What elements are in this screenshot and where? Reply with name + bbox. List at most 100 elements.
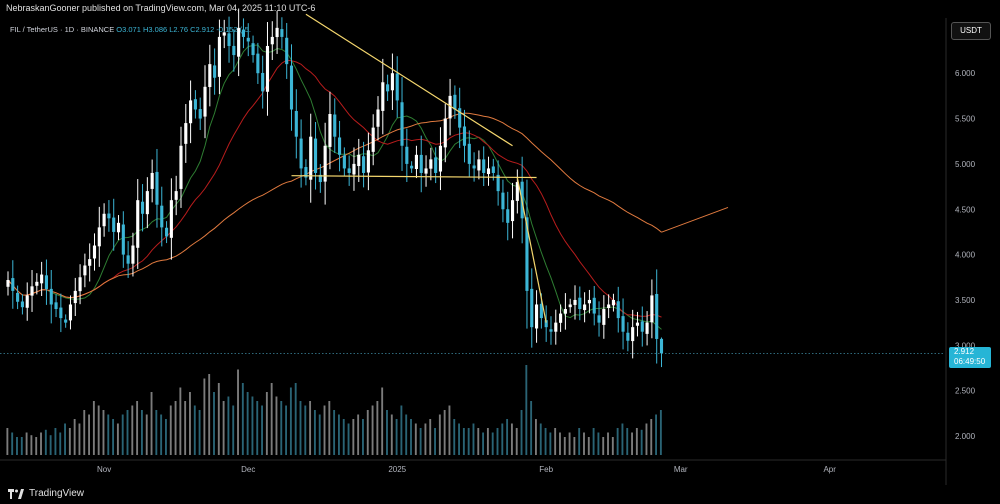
volume-bar [6, 428, 9, 455]
candle-body [217, 36, 221, 77]
candle-body [203, 86, 207, 117]
candle-body [59, 307, 63, 319]
currency-button[interactable]: USDT [951, 22, 991, 40]
volume-bar [35, 437, 38, 455]
candle-body [631, 327, 635, 342]
volume-bar [285, 405, 288, 455]
x-tick-label: Dec [241, 465, 255, 474]
volume-bar [631, 432, 633, 455]
candle-body [587, 299, 591, 304]
volume-bar [140, 410, 143, 455]
volume-bar [583, 432, 585, 455]
candle-body [179, 145, 183, 189]
candle-body [429, 159, 433, 169]
candle-body [97, 227, 101, 247]
y-tick-label: 4.000 [955, 251, 976, 260]
volume-bar [83, 410, 86, 455]
candle-body [592, 297, 596, 314]
volume-bar [155, 410, 158, 455]
volume-bar [88, 414, 90, 455]
candle-body [145, 191, 149, 215]
candle-body [54, 302, 58, 310]
volume-bar [429, 419, 432, 455]
volume-bar [467, 428, 470, 455]
volume-bar [573, 437, 576, 455]
volume-bar [650, 419, 653, 455]
volume-bar [381, 387, 384, 455]
volume-bar [328, 401, 331, 455]
candle-body [213, 65, 217, 78]
volume-bar [246, 392, 249, 455]
candle-body [419, 154, 423, 173]
candle-body [193, 99, 197, 110]
volume-bar [491, 432, 494, 455]
y-tick-label: 5.000 [955, 160, 976, 169]
candle-body [386, 84, 390, 92]
volume-bar [376, 401, 379, 455]
volume-bar [544, 428, 547, 455]
candle-body [621, 316, 625, 332]
candle-body [611, 299, 616, 306]
volume-bar [395, 419, 398, 455]
volume-bar [362, 419, 364, 455]
volume-bar [280, 401, 283, 455]
last-price-value: 2.912 [954, 347, 975, 356]
candle-body [573, 299, 577, 305]
y-tick-label: 3.500 [955, 296, 976, 305]
volume-bar [414, 423, 417, 455]
candle-body [410, 165, 414, 169]
candle-body [626, 332, 630, 341]
candle-body [131, 245, 135, 264]
candle-body [535, 304, 539, 329]
candle-body [232, 45, 236, 56]
candle-body [376, 109, 380, 127]
x-tick-label: Apr [823, 465, 836, 474]
volume-bar [640, 429, 643, 455]
candle-body [458, 108, 462, 128]
candle-body [486, 168, 491, 175]
candle-body [549, 329, 553, 332]
volume-bar [313, 410, 316, 455]
volume-bar [261, 405, 263, 455]
volume-bar [472, 423, 475, 455]
candle-body [313, 138, 318, 173]
candle-body [347, 168, 351, 173]
volume-bar [333, 410, 336, 455]
volume-bar [68, 428, 71, 455]
volume-bar [655, 414, 658, 455]
candle-body [222, 32, 226, 36]
tradingview-brand[interactable]: TradingView [8, 488, 84, 499]
y-tick-label: 6.000 [955, 69, 976, 78]
volume-bar [107, 414, 110, 455]
volume-bar [92, 401, 95, 455]
volume-bar [520, 410, 523, 455]
volume-bar [160, 414, 163, 455]
price-axis[interactable]: 6.000 5.500 5.000 4.500 4.000 3.500 3.000 2.500… [955, 69, 976, 441]
horizontal-support-line [291, 175, 537, 179]
candle-body [189, 100, 193, 124]
volume-bar [294, 383, 297, 455]
volume-bar [659, 410, 662, 455]
volume-bar [169, 405, 172, 455]
candle-body [525, 217, 529, 291]
candle-body [174, 191, 178, 200]
volume-bar [477, 428, 480, 455]
chart-legend[interactable]: FIL / TetherUS · 1D · BINANCE O3.071 H3.… [10, 25, 251, 34]
candle-body [280, 29, 284, 37]
candle-body [323, 145, 327, 182]
candle-body [184, 123, 188, 144]
x-tick-label: Mar [674, 465, 688, 474]
candle-body [150, 172, 154, 189]
volume-bar [448, 405, 451, 455]
candle-body [6, 279, 10, 287]
candle-body [304, 167, 308, 178]
volume-bar [390, 414, 393, 455]
candle-body [78, 277, 82, 292]
candle-body [237, 27, 241, 57]
candle-body [342, 155, 346, 169]
tradingview-logo-icon [8, 488, 24, 499]
volume-bar [530, 401, 533, 455]
candle-body [390, 73, 394, 91]
time-axis[interactable]: Nov Dec 2025 Feb Mar Apr [97, 465, 836, 474]
